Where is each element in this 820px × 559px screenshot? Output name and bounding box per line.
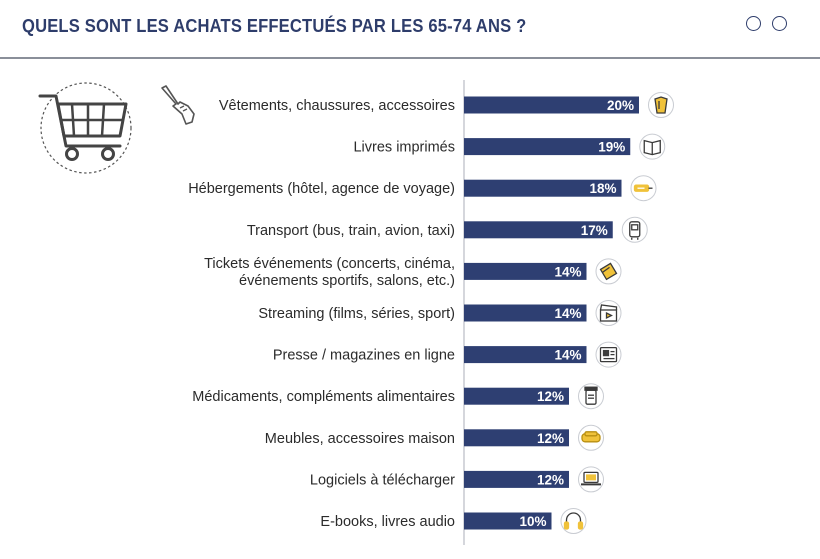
category-label: Meubles, accessoires maison xyxy=(265,431,455,447)
sofa-icon xyxy=(578,424,604,451)
page-title: QUELS SONT LES ACHATS EFFECTUÉS PAR LES … xyxy=(22,16,527,36)
bar-row: 12% Médicaments, compléments alimentaires xyxy=(192,383,604,410)
header-divider xyxy=(0,57,820,59)
key-card-icon xyxy=(630,175,657,202)
bar-row: 14% Presse / magazines en ligne xyxy=(273,341,622,368)
value-label: 12% xyxy=(537,472,564,487)
bar xyxy=(464,96,639,114)
category-label: Logiciels à télécharger xyxy=(310,472,455,488)
value-label: 14% xyxy=(554,348,581,363)
bar xyxy=(464,346,587,364)
category-label: Streaming (films, séries, sport) xyxy=(258,306,455,322)
category-label: Vêtements, chaussures, accessoires xyxy=(219,98,455,114)
category-label: Hébergements (hôtel, agence de voyage) xyxy=(188,181,455,197)
pill-bottle-icon xyxy=(578,383,604,410)
bar-row: 10% E-books, livres audio xyxy=(320,508,587,534)
clapperboard-icon xyxy=(595,300,622,326)
bar-row: 20% Vêtements, chaussures, accessoires xyxy=(219,92,674,118)
bar xyxy=(464,262,587,280)
value-label: 14% xyxy=(554,306,581,321)
value-label: 20% xyxy=(607,98,634,113)
bar xyxy=(464,304,587,322)
bar-row: 12% Logiciels à télécharger xyxy=(310,466,604,493)
value-label: 12% xyxy=(537,389,564,404)
bar-row: 14% Streaming (films, séries, sport) xyxy=(258,300,622,326)
value-label: 12% xyxy=(537,431,564,446)
laptop-icon xyxy=(578,466,604,493)
value-label: 19% xyxy=(598,140,625,155)
category-label: E-books, livres audio xyxy=(320,514,455,530)
book-icon xyxy=(639,133,666,160)
bar-row: 19% Livres imprimés xyxy=(353,133,666,160)
bar xyxy=(464,512,552,530)
category-label: événements sportifs, salons, etc.) xyxy=(239,273,455,289)
bar-row: 17% Transport (bus, train, avion, taxi) xyxy=(247,216,648,243)
bar xyxy=(464,387,569,405)
category-label: Médicaments, compléments alimentaires xyxy=(192,389,455,405)
category-label: Presse / magazines en ligne xyxy=(273,348,455,364)
category-label: Tickets événements (concerts, cinéma, xyxy=(204,256,455,272)
circle-button-2[interactable] xyxy=(772,16,787,31)
bar xyxy=(464,138,631,156)
pointing-hand-icon xyxy=(158,84,198,135)
category-label: Livres imprimés xyxy=(353,140,455,156)
bus-icon xyxy=(621,216,648,243)
circle-button-1[interactable] xyxy=(746,16,761,31)
bar xyxy=(464,221,613,239)
shopping-cart-icon xyxy=(36,78,136,183)
value-label: 10% xyxy=(519,514,546,529)
headphones-icon xyxy=(560,508,587,534)
tickets-icon xyxy=(595,258,622,285)
bar xyxy=(464,179,622,197)
value-label: 18% xyxy=(589,181,616,196)
bar-row: 18% Hébergements (hôtel, agence de voyage… xyxy=(188,175,657,202)
clothing-icon xyxy=(648,92,674,118)
bar xyxy=(464,429,569,447)
value-label: 17% xyxy=(581,223,608,238)
newspaper-icon xyxy=(595,341,622,368)
category-label: Transport (bus, train, avion, taxi) xyxy=(247,223,455,239)
bar-row: 14% Tickets événements (concerts, cinéma,… xyxy=(204,256,622,289)
value-label: 14% xyxy=(554,264,581,279)
bar xyxy=(464,470,569,488)
bar-row: 12% Meubles, accessoires maison xyxy=(265,424,604,451)
